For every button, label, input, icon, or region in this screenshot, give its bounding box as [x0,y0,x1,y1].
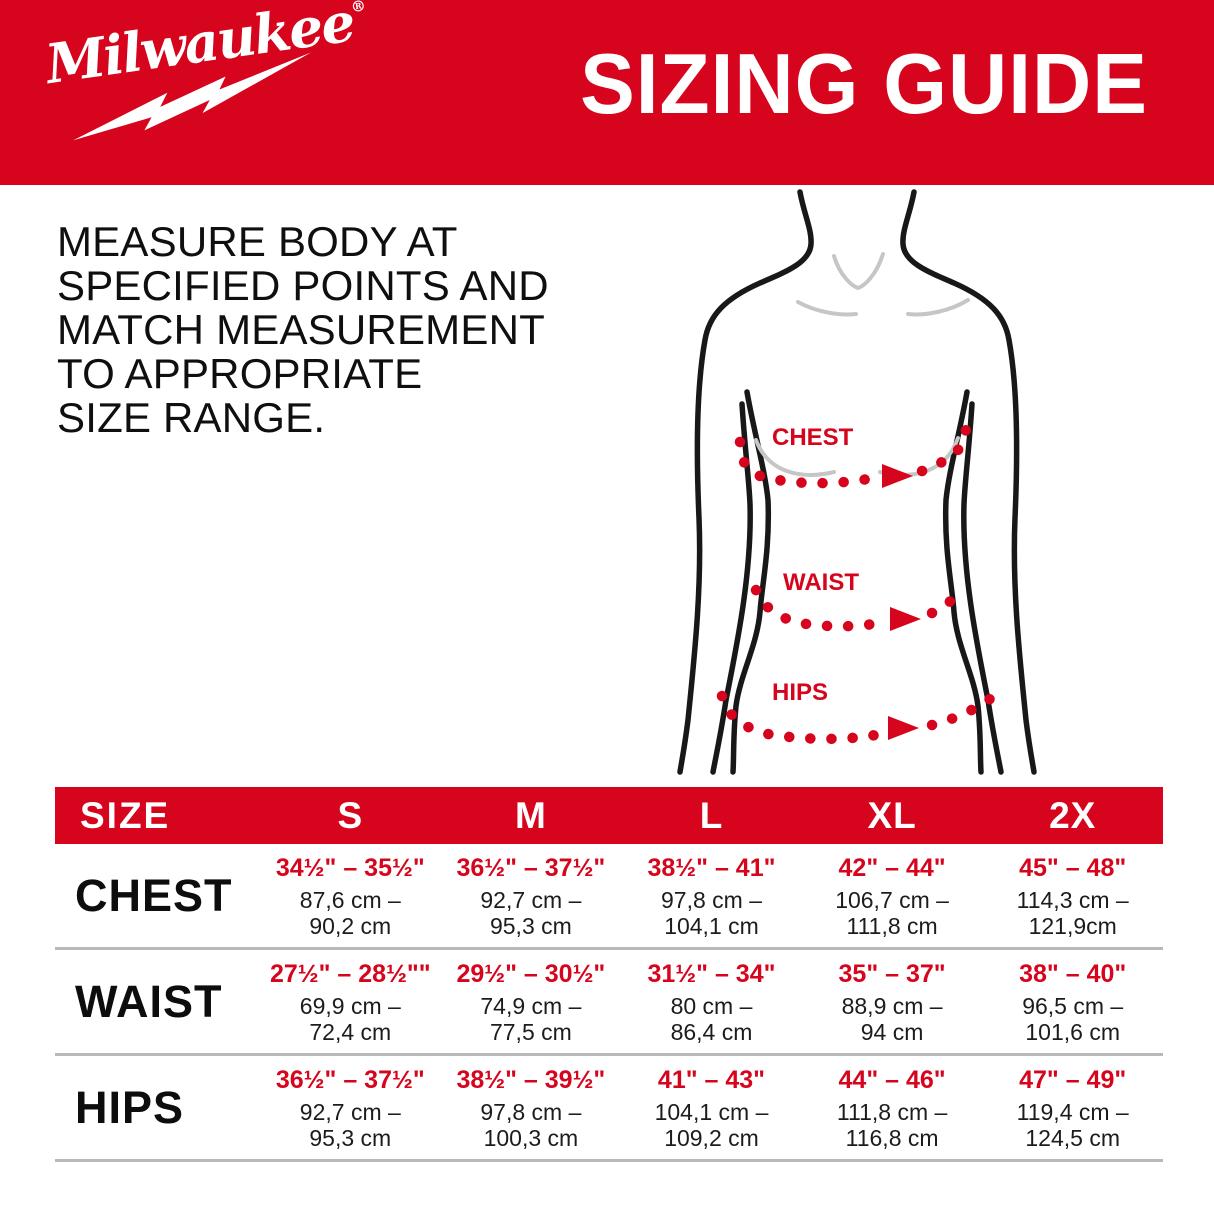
table-cell: 29½" – 30½" 74,9 cm – 77,5 cm [441,958,622,1045]
table-cell: 27½" – 28½"" 69,9 cm – 72,4 cm [260,958,441,1045]
cell-cm: 96,5 cm – 101,6 cm [1022,993,1124,1045]
size-table: SIZE S M L XL 2X CHEST 34½" – 35½" 87,6 … [55,787,1163,1162]
header-l: L [699,794,724,836]
cell-cm: 87,6 cm – 90,2 cm [299,887,401,939]
right-inner-arm-line [961,401,1004,775]
cell-cm: 92,7 cm – 95,3 cm [480,887,582,939]
left-torso-line [730,389,772,775]
table-cell: 34½" – 35½" 87,6 cm – 90,2 cm [260,852,441,939]
cell-inches: 29½" – 30½" [456,960,606,988]
header-m: M [514,794,547,836]
registered-trademark-icon: ® [349,0,368,17]
table-cell: 47" – 49" 119,4 cm – 124,5 cm [982,1064,1163,1151]
waist-measure-line [750,584,890,632]
body-measurement-figure: CHEST WAIST HIPS [677,189,1037,775]
cell-cm: 88,9 cm – 94 cm [841,993,943,1045]
table-cell: 41" – 43" 104,1 cm – 109,2 cm [621,1064,802,1151]
cell-inches: 35" – 37" [838,960,946,988]
waist-label: WAIST [783,569,859,596]
cell-inches: 38½" – 41" [647,854,776,882]
cell-cm: 80 cm – 86,4 cm [670,993,753,1045]
cell-inches: 41" – 43" [657,1066,766,1094]
cell-inches: 36½" – 37½" [275,1066,425,1094]
measurement-dotted-lines [716,423,1001,745]
cell-inches: 27½" – 28½"" [269,960,431,988]
right-clavicle-line [906,298,970,317]
table-cell: 38" – 40" 96,5 cm – 101,6 cm [982,958,1163,1045]
row-label-hips: HIPS [75,1081,185,1133]
header-s: S [337,794,364,836]
table-cell: 45" – 48" 114,3 cm – 121,9cm [982,852,1163,939]
waist-measure-line-right [926,583,967,619]
left-clavicle-line [796,300,858,317]
cell-cm: 97,8 cm – 100,3 cm [480,1099,582,1151]
measurement-arrows [882,464,921,740]
cell-cm: 92,7 cm – 95,3 cm [299,1099,401,1151]
row-label-waist: WAIST [75,975,223,1027]
cell-cm: 104,1 cm – 109,2 cm [654,1099,769,1151]
table-cell: 38½" – 41" 97,8 cm – 104,1 cm [621,852,802,939]
hips-measure-line [716,690,886,745]
hips-arrow-icon [888,716,919,740]
page-title: SIZING GUIDE [580,37,1148,132]
cell-cm: 97,8 cm – 104,1 cm [660,887,762,939]
header-xl: XL [867,794,917,836]
cell-inches: 38" – 40" [1019,960,1127,988]
chest-measure-line [734,436,874,489]
table-row-hips: HIPS 36½" – 37½" 92,7 cm – 95,3 cm 38½" … [55,1056,1163,1162]
cell-inches: 44" – 46" [838,1066,946,1094]
body-outline [677,189,1037,775]
table-row-waist: WAIST 27½" – 28½"" 69,9 cm – 72,4 cm 29½… [55,950,1163,1056]
table-cell: 35" – 37" 88,9 cm – 94 cm [802,958,983,1045]
cell-inches: 34½" – 35½" [275,854,425,882]
measurement-labels: CHEST WAIST HIPS [772,424,859,706]
left-bust-line [754,438,836,477]
cell-inches: 38½" – 39½" [456,1066,606,1094]
cell-cm: 111,8 cm – 116,8 cm [836,1099,948,1151]
cell-inches: 47" – 49" [1019,1066,1127,1094]
instructions-text: MEASURE BODY AT SPECIFIED POINTS AND MAT… [57,218,549,441]
table-cell: 44" – 46" 111,8 cm – 116,8 cm [802,1064,983,1151]
cell-inches: 45" – 48" [1019,854,1127,882]
header-size: SIZE [80,794,171,836]
table-cell: 42" – 44" 106,7 cm – 111,8 cm [802,852,983,939]
right-neck-shoulder-arm-line [900,189,1037,775]
header-2x: 2X [1049,794,1097,836]
cell-cm: 106,7 cm – 111,8 cm [835,887,949,939]
header-banner: Milwaukee® SIZING GUIDE [0,0,1214,185]
cell-inches: 36½" – 37½" [456,854,606,882]
cell-cm: 119,4 cm – 124,5 cm [1016,1099,1129,1151]
hips-measure-line-right [926,689,1001,731]
table-cell: 38½" – 39½" 97,8 cm – 100,3 cm [441,1064,622,1151]
cell-inches: 31½" – 34" [647,960,776,988]
lightning-bolt-icon [73,52,312,141]
row-label-chest: CHEST [75,869,233,921]
table-cell: 36½" – 37½" 92,7 cm – 95,3 cm [441,852,622,939]
left-neck-shoulder-arm-line [677,189,814,775]
chest-measure-line-right [916,423,972,477]
hips-label: HIPS [772,679,828,706]
cell-cm: 114,3 cm – 121,9cm [1016,887,1129,939]
right-torso-line [942,389,984,775]
chest-label: CHEST [772,424,854,451]
chest-arrow-icon [882,464,913,488]
cell-inches: 42" – 44" [838,854,946,882]
cell-cm: 74,9 cm – 77,5 cm [480,993,582,1045]
milwaukee-logo: Milwaukee® [42,0,367,194]
size-table-header: SIZE S M L XL 2X [55,787,1163,844]
table-row-chest: CHEST 34½" – 35½" 87,6 cm – 90,2 cm 36½"… [55,844,1163,950]
waist-arrow-icon [890,607,921,631]
throat-line [832,252,885,291]
table-cell: 36½" – 37½" 92,7 cm – 95,3 cm [260,1064,441,1151]
table-cell: 31½" – 34" 80 cm – 86,4 cm [621,958,802,1045]
cell-cm: 69,9 cm – 72,4 cm [299,993,401,1045]
